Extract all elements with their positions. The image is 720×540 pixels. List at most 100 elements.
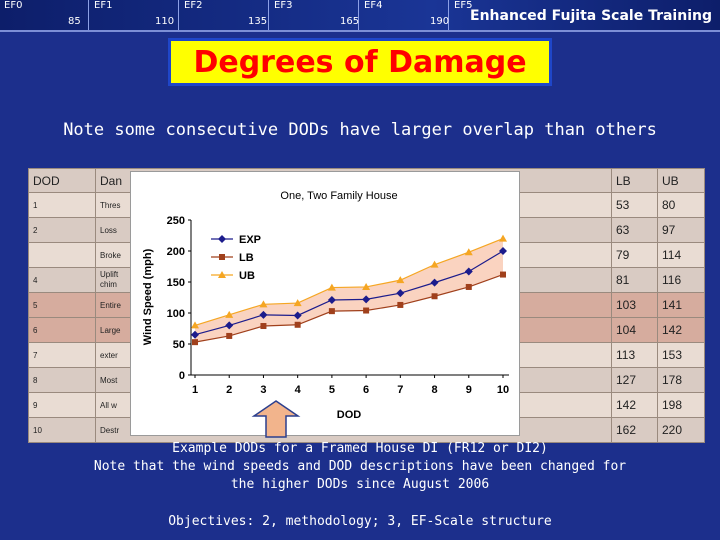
x-axis-label: DOD: [337, 409, 362, 421]
dod-cell: 2: [28, 217, 96, 243]
ef-scale-banner: EF0 EF1 85 EF2 110 EF3 135 EF4 165 EF5 1…: [0, 0, 720, 32]
banner-separator: [358, 0, 359, 30]
y-axis-label: Wind Speed (mph): [142, 248, 154, 345]
caption: Example DODs for a Framed House DI (FR12…: [0, 440, 720, 494]
dod-cell: 8: [28, 367, 96, 393]
slide-title: Degrees of Damage: [193, 44, 527, 80]
x-tick-label: 8: [431, 384, 437, 396]
data-point-ub: [293, 299, 302, 307]
data-point-exp: [225, 321, 234, 330]
data-point-lb: [192, 339, 198, 346]
range-band: [195, 238, 503, 343]
data-point-ub: [259, 300, 268, 308]
data-point-ub: [327, 283, 336, 291]
ef-scale-speed: 190: [430, 16, 450, 27]
ub-cell: 97: [657, 217, 705, 243]
dod-cell: [28, 242, 96, 268]
ef-scale-label: EF4: [364, 0, 383, 11]
data-point-exp: [464, 267, 473, 276]
lb-cell: 79: [611, 242, 658, 268]
data-point-lb: [226, 332, 233, 339]
plot-layer: 0 50 100 150 200 250 1 2 3 4 5 6 7 8 9 10: [167, 215, 509, 396]
data-point-ub: [464, 248, 473, 256]
legend-label: UB: [239, 270, 255, 282]
ef-scale-label: EF2: [184, 0, 203, 11]
series-line-lb: [194, 273, 504, 343]
x-tick-label: 10: [497, 384, 509, 396]
data-point-exp: [191, 330, 199, 339]
series-line-ub: [194, 238, 504, 326]
x-tick-label: 4: [295, 384, 302, 396]
dod-cell: 1: [28, 192, 96, 218]
dod-cell: 9: [28, 392, 96, 418]
lb-cell: 113: [611, 342, 658, 368]
data-point-exp: [430, 278, 439, 287]
x-tick-label: 5: [329, 384, 335, 396]
lb-cell: 63: [611, 217, 658, 243]
ef-scale-speed: 135: [248, 16, 268, 27]
ub-cell: 198: [657, 392, 705, 418]
lb-cell: 81: [611, 267, 658, 293]
x-tick-label: 9: [466, 384, 472, 396]
objectives-text: Objectives: 2, methodology; 3, EF-Scale …: [168, 514, 552, 529]
x-tick-label: 3: [260, 384, 266, 396]
data-point-ub: [396, 276, 405, 284]
slide-subtitle: Note some consecutive DODs have larger o…: [63, 120, 657, 140]
header-ub: UB: [657, 168, 705, 193]
chart-title: One, Two Family House: [280, 190, 397, 202]
data-point-lb: [500, 271, 506, 278]
ef-scale-label: EF0: [4, 0, 23, 11]
y-tick-label: 0: [179, 370, 185, 382]
legend-marker-exp: [218, 235, 226, 243]
lb-cell: 53: [611, 192, 658, 218]
lb-cell: 127: [611, 367, 658, 393]
y-tick-label: 50: [173, 339, 185, 351]
data-point-ub: [430, 260, 439, 268]
data-point-exp: [293, 311, 302, 320]
ub-cell: 141: [657, 292, 705, 318]
x-tick-label: 7: [397, 384, 403, 396]
legend-marker-lb: [219, 254, 225, 260]
dod-cell: 10: [28, 417, 96, 443]
legend-label: EXP: [239, 234, 261, 246]
banner-title: Enhanced Fujita Scale Training: [470, 8, 712, 24]
data-point-exp: [362, 295, 371, 304]
caption-line: Note that the wind speeds and DOD descri…: [93, 459, 627, 474]
x-tick-label: 1: [192, 384, 198, 396]
banner-separator: [88, 0, 89, 30]
banner-separator: [448, 0, 449, 30]
data-point-lb: [260, 323, 267, 330]
data-point-lb: [465, 283, 472, 290]
dod-cell: 7: [28, 342, 96, 368]
banner-separator: [178, 0, 179, 30]
series-line-exp: [194, 250, 504, 336]
y-tick-label: 150: [167, 277, 185, 289]
y-tick-label: 200: [167, 246, 185, 258]
desc-text: Uplift: [100, 270, 119, 279]
data-point-lb: [363, 307, 370, 314]
chart-svg: One, Two Family House Wind Speed (mph) D…: [142, 190, 509, 421]
ef-scale-label: EF3: [274, 0, 293, 11]
lb-cell: 142: [611, 392, 658, 418]
caption-line: the higher DODs since August 2006: [230, 477, 490, 492]
data-point-ub: [191, 321, 199, 329]
ef-scale-label: EF1: [94, 0, 113, 11]
data-point-exp: [259, 310, 268, 319]
ub-cell: 153: [657, 342, 705, 368]
lb-cell: 103: [611, 292, 658, 318]
ub-cell: 80: [657, 192, 705, 218]
legend-label: LB: [239, 252, 254, 264]
header-dod: DOD: [28, 168, 96, 193]
x-tick-label: 2: [226, 384, 232, 396]
data-point-ub: [499, 234, 507, 242]
lb-cell: 104: [611, 317, 658, 343]
data-point-ub: [225, 310, 234, 318]
ub-cell: 178: [657, 367, 705, 393]
data-point-lb: [397, 301, 404, 308]
title-box: Degrees of Damage: [168, 38, 552, 86]
callout-arrow-shape: [251, 400, 301, 438]
wind-speed-chart: One, Two Family House Wind Speed (mph) D…: [130, 171, 520, 436]
ub-cell: 220: [657, 417, 705, 443]
header-lb: LB: [611, 168, 658, 193]
ef-scale-speed: 165: [340, 16, 360, 27]
